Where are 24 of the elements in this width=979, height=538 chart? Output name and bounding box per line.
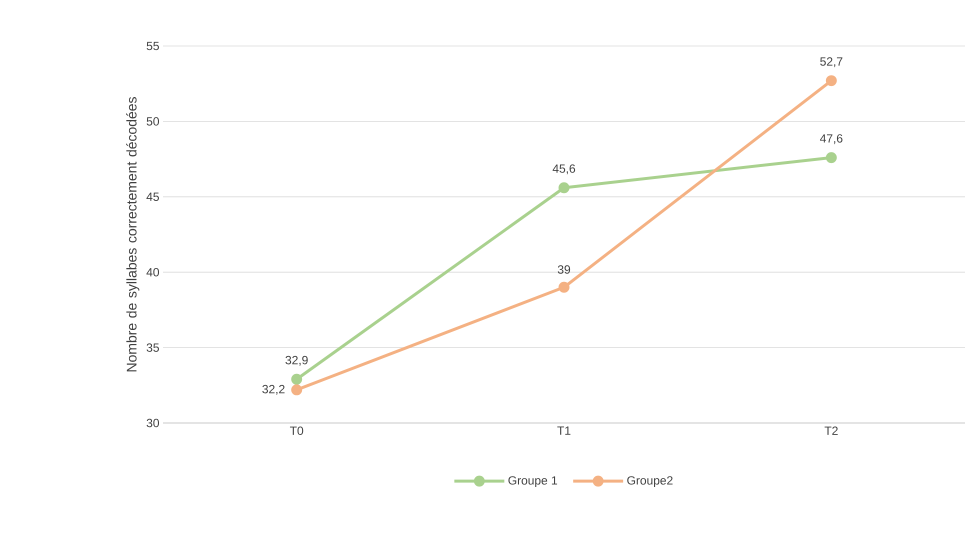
y-axis-title: Nombre de syllabes correctement décodées	[126, 97, 140, 372]
data-label: 32,2	[262, 384, 285, 395]
data-label: 39	[558, 265, 570, 274]
y-tick-label: 50	[146, 117, 160, 126]
y-tick-label: 30	[146, 418, 160, 428]
data-label: 32,9	[285, 356, 308, 366]
y-tick-label: 45	[146, 192, 159, 201]
x-tick-label: T1	[557, 426, 570, 435]
y-tick-label: 40	[146, 268, 160, 276]
point	[291, 374, 302, 385]
legend-label: Groupe2	[627, 476, 673, 488]
data-label: 45,6	[552, 164, 576, 174]
x-tick-label: T0	[290, 426, 304, 435]
y-tick-label: 55	[146, 42, 159, 50]
y-tick-label: 35	[146, 343, 159, 352]
x-tick-label: T2	[824, 426, 838, 435]
point	[826, 75, 837, 86]
data-label: 52,7	[820, 57, 842, 68]
legend-label: Groupe 1	[508, 476, 558, 488]
point	[558, 182, 570, 194]
point	[558, 282, 570, 293]
data-label: 47,6	[820, 134, 842, 144]
point	[291, 384, 302, 396]
point	[826, 152, 837, 164]
